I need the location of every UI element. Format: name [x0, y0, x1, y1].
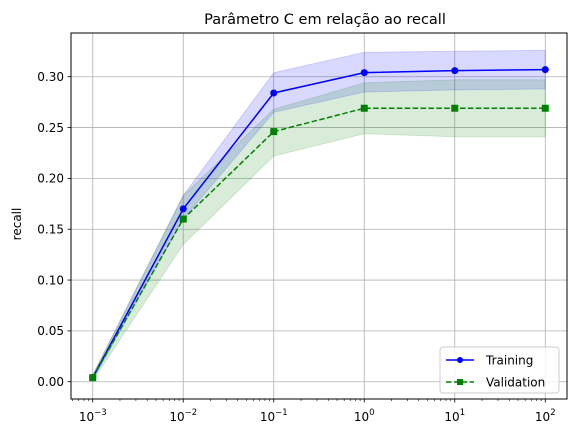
band-validation: [92, 79, 546, 383]
legend-label-validation: Validation: [486, 375, 545, 389]
point-training: [451, 67, 459, 75]
x-tick-label: 100: [354, 408, 375, 424]
line-training: [92, 68, 546, 379]
y-tick-label: 0.20: [37, 172, 64, 186]
series-lines: [89, 66, 549, 382]
y-tick-label: 0.30: [37, 70, 64, 84]
y-tick-label: 0.05: [37, 324, 64, 338]
y-tick-label: 0.15: [37, 223, 64, 237]
point-validation: [541, 104, 549, 112]
x-tick-label: 101: [444, 408, 465, 424]
point-training: [270, 89, 278, 97]
y-tick-label: 0.00: [37, 375, 64, 389]
chart-title: Parâmetro C em relação ao recall: [204, 12, 446, 28]
y-axis-label: recall: [10, 208, 24, 241]
point-training: [360, 69, 368, 77]
legend: Training Validation: [439, 346, 560, 394]
line-validation: [92, 107, 546, 379]
y-tick-label: 0.10: [37, 273, 64, 287]
y-tick-label: 0.25: [37, 121, 64, 135]
point-validation: [89, 374, 97, 382]
x-tick-label: 102: [535, 408, 556, 424]
point-training: [541, 66, 549, 74]
legend-label-training: Training: [485, 353, 533, 367]
point-training: [179, 205, 187, 213]
plot-area-frame: [70, 32, 568, 400]
x-tick-label: 10−1: [260, 408, 288, 424]
legend-marker-training: [457, 357, 463, 363]
x-tick-label: 10−2: [169, 408, 197, 424]
point-validation: [360, 104, 368, 112]
legend-marker-validation: [457, 379, 463, 385]
point-validation: [270, 128, 278, 136]
axis-ticks: 0.00 0.05 0.10 0.15 0.20 0.25 0.30 10−3 10−2 10−1…: [37, 70, 555, 424]
point-validation: [451, 104, 459, 112]
point-validation: [179, 215, 187, 223]
x-tick-label: 10−3: [79, 408, 107, 424]
